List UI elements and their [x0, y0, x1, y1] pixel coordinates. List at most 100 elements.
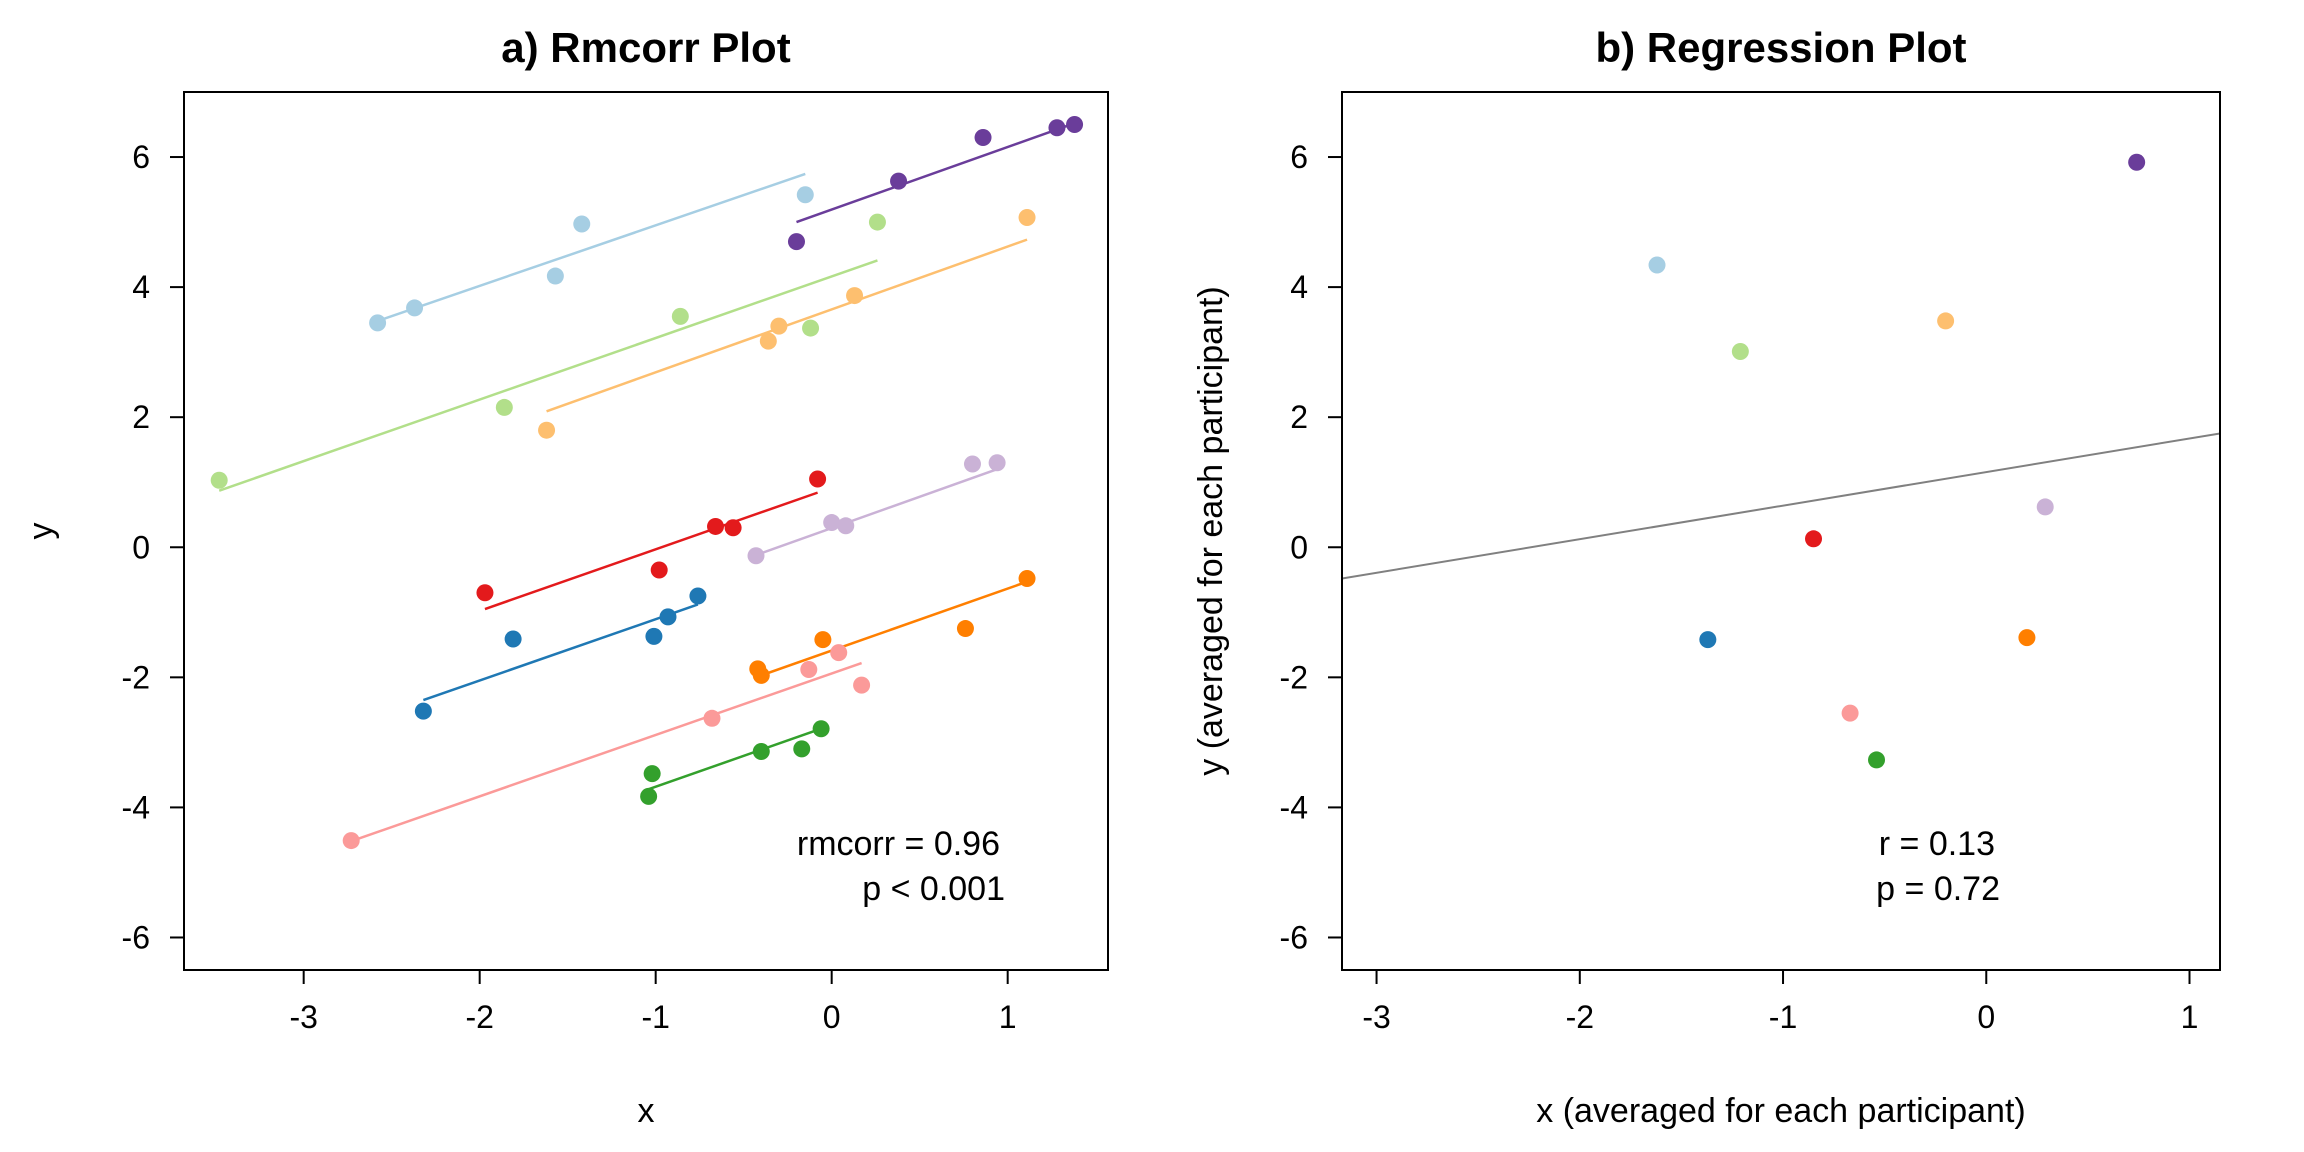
data-point-participant-4	[752, 742, 770, 760]
data-point-participant-7	[1018, 209, 1036, 227]
data-point-participant-8	[956, 620, 974, 638]
stat-annotation-line-1: rmcorr = 0.96	[797, 825, 1000, 863]
data-point-participant-6	[476, 584, 494, 602]
data-point-participant-10	[890, 172, 908, 190]
y-tick-label: -2	[1280, 659, 1308, 695]
data-point-participant-10	[974, 129, 992, 147]
y-tick-label: 2	[1290, 399, 1308, 435]
data-point-participant-6	[707, 517, 725, 535]
data-point-participant-4	[812, 720, 830, 738]
data-point-participant-2	[645, 627, 663, 645]
data-point-participant-2	[659, 608, 677, 626]
data-point-participant-7	[1937, 312, 1955, 330]
data-point-participant-7	[538, 421, 556, 439]
data-point-participant-3	[495, 398, 513, 416]
plot-frame	[183, 91, 1109, 971]
data-point-participant-5	[800, 661, 818, 679]
regression-line	[1342, 432, 2220, 580]
stat-annotation-line-2: p < 0.001	[862, 870, 1005, 908]
data-point-participant-4	[793, 740, 811, 758]
data-point-participant-6	[650, 561, 668, 579]
data-point-participant-10	[1048, 119, 1066, 137]
data-point-participant-4	[1868, 751, 1886, 769]
chart-title: a) Rmcorr Plot	[501, 24, 790, 71]
data-point-participant-6	[724, 519, 742, 537]
data-point-participant-8	[814, 631, 832, 649]
stat-annotation-line-1: r = 0.13	[1879, 825, 1995, 863]
data-point-participant-10	[2128, 153, 2146, 171]
data-point-participant-2	[504, 630, 522, 648]
data-point-participant-9	[747, 547, 765, 565]
fit-line-participant-1	[377, 172, 806, 323]
data-point-participant-7	[770, 317, 788, 335]
x-tick-label: -1	[641, 999, 669, 1035]
fit-line-participant-5	[350, 661, 863, 843]
data-point-participant-10	[1066, 116, 1084, 134]
data-point-participant-5	[703, 709, 721, 727]
data-point-participant-1	[369, 314, 387, 332]
data-point-participant-1	[573, 215, 591, 233]
y-tick-label: 2	[132, 399, 150, 435]
data-point-participant-1	[406, 299, 424, 317]
y-tick-label: -6	[1280, 919, 1308, 955]
x-tick-label: 0	[1977, 999, 1995, 1035]
data-point-participant-6	[809, 470, 827, 488]
y-tick-label: 0	[132, 529, 150, 565]
data-point-participant-7	[759, 332, 777, 350]
data-point-participant-4	[640, 787, 658, 805]
data-point-participant-9	[837, 517, 855, 535]
y-tick-label: 4	[1290, 269, 1308, 305]
y-tick-label: -4	[122, 789, 150, 825]
y-tick-label: -6	[122, 919, 150, 955]
stat-annotation-line-2: p = 0.72	[1876, 870, 2000, 908]
chart-title: b) Regression Plot	[1595, 24, 1966, 71]
fit-line-participant-6	[484, 491, 819, 611]
regression-plot-panel: b) Regression Plot x (averaged for each p…	[1192, 24, 2221, 1130]
x-tick-label: 0	[823, 999, 841, 1035]
data-point-participant-8	[2018, 629, 2036, 647]
data-point-participant-2	[689, 587, 707, 605]
y-tick-label: -2	[122, 659, 150, 695]
x-tick-label: -2	[465, 999, 493, 1035]
y-axis-label: y (averaged for each participant)	[1192, 286, 1230, 775]
fit-line-participant-4	[648, 727, 822, 791]
data-point-participant-3	[1731, 342, 1749, 360]
data-point-participant-4	[643, 765, 661, 783]
x-axis-label: x (averaged for each participant)	[1536, 1092, 2025, 1130]
data-point-participant-10	[787, 233, 805, 251]
data-point-participant-5	[830, 644, 848, 662]
data-point-participant-1	[796, 186, 814, 204]
data-point-participant-8	[752, 666, 770, 684]
fit-line-participant-9	[755, 468, 998, 557]
y-axis-label: y	[22, 523, 60, 540]
y-tick-label: 4	[132, 269, 150, 305]
rmcorr-plot-panel: a) Rmcorr Plot x y -3 -2 -1 0 1 -6 -4 -2 0 2 4 6 rmcorr…	[22, 24, 1109, 1130]
x-tick-label: -3	[289, 999, 317, 1035]
fit-line-participant-8	[760, 580, 1028, 677]
x-tick-label: 1	[2181, 999, 2199, 1035]
data-point-participant-9	[2036, 498, 2054, 516]
y-tick-label: -4	[1280, 789, 1308, 825]
y-tick-label: 6	[1290, 139, 1308, 175]
data-point-participant-3	[671, 307, 689, 325]
data-point-participant-5	[1841, 704, 1859, 722]
x-tick-label: -3	[1362, 999, 1390, 1035]
fit-line-participant-2	[422, 603, 699, 702]
x-tick-label: 1	[999, 999, 1017, 1035]
data-point-participant-9	[988, 454, 1006, 472]
x-axis-label: x	[638, 1092, 655, 1130]
data-point-participant-7	[846, 287, 864, 305]
plot-frame	[1341, 91, 2221, 971]
x-tick-label: -2	[1566, 999, 1594, 1035]
data-point-participant-8	[1018, 569, 1036, 587]
data-point-participant-1	[546, 267, 564, 285]
data-point-participant-5	[342, 832, 360, 850]
data-point-participant-5	[853, 676, 871, 694]
y-tick-label: 6	[132, 139, 150, 175]
data-point-participant-1	[1648, 256, 1666, 274]
y-tick-label: 0	[1290, 529, 1308, 565]
data-point-participant-6	[1805, 530, 1823, 548]
data-point-participant-3	[868, 213, 886, 231]
data-point-participant-3	[802, 319, 820, 337]
